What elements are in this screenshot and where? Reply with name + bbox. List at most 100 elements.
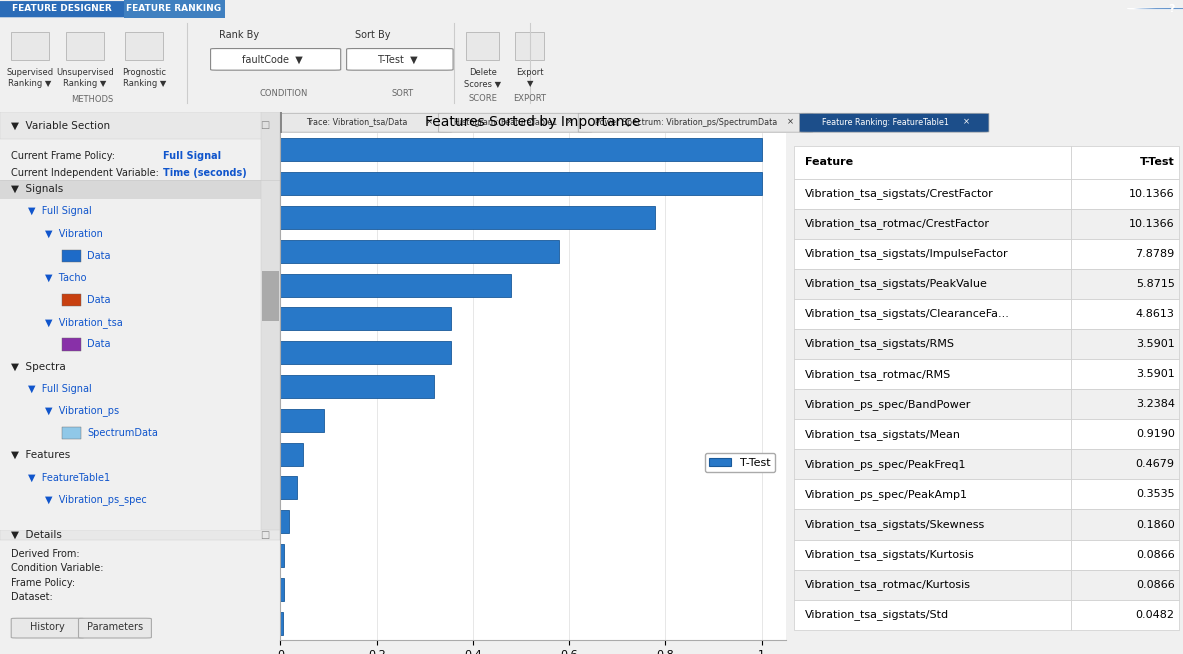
Text: FEATURE DESIGNER: FEATURE DESIGNER: [12, 4, 111, 13]
Text: ▼  Signals: ▼ Signals: [11, 184, 64, 194]
Text: ▼  Tacho: ▼ Tacho: [45, 273, 86, 283]
Text: Power Spectrum: Vibration_ps/SpectrumData: Power Spectrum: Vibration_ps/SpectrumDat…: [595, 118, 777, 127]
Text: Ranking ▼: Ranking ▼: [8, 79, 51, 88]
Text: Current Independent Variable:: Current Independent Variable:: [11, 167, 159, 178]
Text: Ranking ▼: Ranking ▼: [64, 79, 106, 88]
Bar: [0, 180, 280, 199]
Bar: [515, 32, 544, 60]
Text: T-Test  ▼: T-Test ▼: [377, 54, 418, 64]
Bar: [62, 338, 82, 351]
Text: ▼  Full Signal: ▼ Full Signal: [28, 207, 92, 216]
FancyBboxPatch shape: [11, 618, 84, 638]
Text: Derived From:: Derived From:: [11, 549, 79, 559]
Bar: [280, 577, 284, 601]
Bar: [280, 139, 762, 162]
FancyBboxPatch shape: [347, 48, 453, 70]
Bar: [280, 510, 289, 533]
Text: SORT: SORT: [392, 89, 413, 98]
Bar: [62, 294, 82, 306]
Bar: [280, 544, 284, 567]
Text: Delete: Delete: [468, 68, 497, 77]
Text: ×: ×: [565, 118, 573, 127]
Text: ?: ?: [1169, 4, 1175, 14]
Text: Feature Ranking: FeatureTable1: Feature Ranking: FeatureTable1: [822, 118, 949, 127]
Text: ▼  Vibration: ▼ Vibration: [45, 229, 103, 239]
Text: Export: Export: [516, 68, 544, 77]
Text: Current Frame Policy:: Current Frame Policy:: [11, 151, 115, 161]
Text: Data: Data: [86, 295, 110, 305]
Bar: [280, 409, 324, 432]
Bar: [260, 112, 280, 530]
Text: ▼  Details: ▼ Details: [11, 530, 62, 540]
Bar: [280, 443, 303, 466]
Text: ▼  Vibration_tsa: ▼ Vibration_tsa: [45, 317, 123, 328]
Text: Rank By: Rank By: [219, 30, 259, 40]
Bar: [280, 172, 762, 195]
Bar: [263, 271, 279, 321]
Text: Histogram: FeatureTable1: Histogram: FeatureTable1: [454, 118, 557, 127]
Title: Features Sorted by Importance: Features Sorted by Importance: [426, 115, 641, 129]
Text: ▼  Variable Section: ▼ Variable Section: [11, 120, 110, 130]
Text: Condition Variable:: Condition Variable:: [11, 563, 104, 574]
Circle shape: [1127, 8, 1183, 9]
Text: Data: Data: [86, 339, 110, 349]
Text: □: □: [260, 120, 270, 130]
Text: Time (seconds): Time (seconds): [162, 167, 246, 178]
Text: ▼: ▼: [526, 79, 534, 88]
Bar: [0, 530, 280, 540]
Text: History: History: [31, 622, 65, 632]
Text: FEATURE RANKING: FEATURE RANKING: [127, 4, 221, 13]
Bar: [280, 112, 283, 133]
FancyBboxPatch shape: [439, 113, 592, 132]
Text: SCORE: SCORE: [468, 94, 497, 103]
Bar: [280, 273, 511, 297]
Bar: [0, 112, 280, 139]
Bar: [280, 206, 654, 229]
Bar: [280, 375, 434, 398]
Text: Frame Policy:: Frame Policy:: [11, 577, 76, 588]
Text: faultCode  ▼: faultCode ▼: [241, 54, 303, 64]
Text: ▼  FeatureTable1: ▼ FeatureTable1: [28, 472, 110, 483]
FancyBboxPatch shape: [124, 0, 225, 18]
FancyBboxPatch shape: [800, 113, 989, 132]
FancyBboxPatch shape: [280, 113, 452, 132]
Text: ×: ×: [426, 118, 433, 127]
Text: Parameters: Parameters: [86, 622, 143, 632]
FancyBboxPatch shape: [78, 618, 151, 638]
FancyBboxPatch shape: [578, 113, 813, 132]
Text: Ranking ▼: Ranking ▼: [123, 79, 166, 88]
Text: ▼  Vibration_ps: ▼ Vibration_ps: [45, 405, 119, 417]
Text: Dataset:: Dataset:: [11, 592, 53, 602]
Text: Supervised: Supervised: [6, 68, 53, 77]
Text: EXPORT: EXPORT: [513, 94, 547, 103]
Text: METHODS: METHODS: [71, 95, 114, 105]
Bar: [280, 240, 560, 263]
Text: CONDITION: CONDITION: [260, 89, 308, 98]
Text: ▼  Vibration_ps_spec: ▼ Vibration_ps_spec: [45, 494, 147, 505]
Bar: [62, 250, 82, 262]
Text: Scores ▼: Scores ▼: [464, 79, 502, 88]
Bar: [280, 476, 297, 500]
Text: Sort By: Sort By: [355, 30, 390, 40]
Bar: [280, 611, 283, 634]
Text: SpectrumData: SpectrumData: [86, 428, 157, 438]
FancyBboxPatch shape: [211, 48, 341, 70]
Text: ▼  Spectra: ▼ Spectra: [11, 362, 66, 371]
Bar: [466, 32, 499, 60]
Text: ▼  Features: ▼ Features: [11, 450, 71, 460]
Bar: [11, 32, 49, 60]
Bar: [62, 427, 82, 439]
Text: Trace: Vibration_tsa/Data: Trace: Vibration_tsa/Data: [306, 118, 408, 127]
FancyBboxPatch shape: [0, 1, 135, 17]
Text: Unsupervised: Unsupervised: [57, 68, 114, 77]
Text: Prognostic: Prognostic: [122, 68, 167, 77]
Bar: [280, 341, 451, 364]
Text: Full Signal: Full Signal: [162, 151, 221, 161]
Text: ×: ×: [963, 118, 970, 127]
Text: □: □: [260, 530, 270, 540]
Text: Data: Data: [86, 250, 110, 261]
Text: ×: ×: [787, 118, 794, 127]
Legend: T-Test: T-Test: [705, 453, 775, 472]
Bar: [125, 32, 163, 60]
Text: ▼  Full Signal: ▼ Full Signal: [28, 384, 92, 394]
